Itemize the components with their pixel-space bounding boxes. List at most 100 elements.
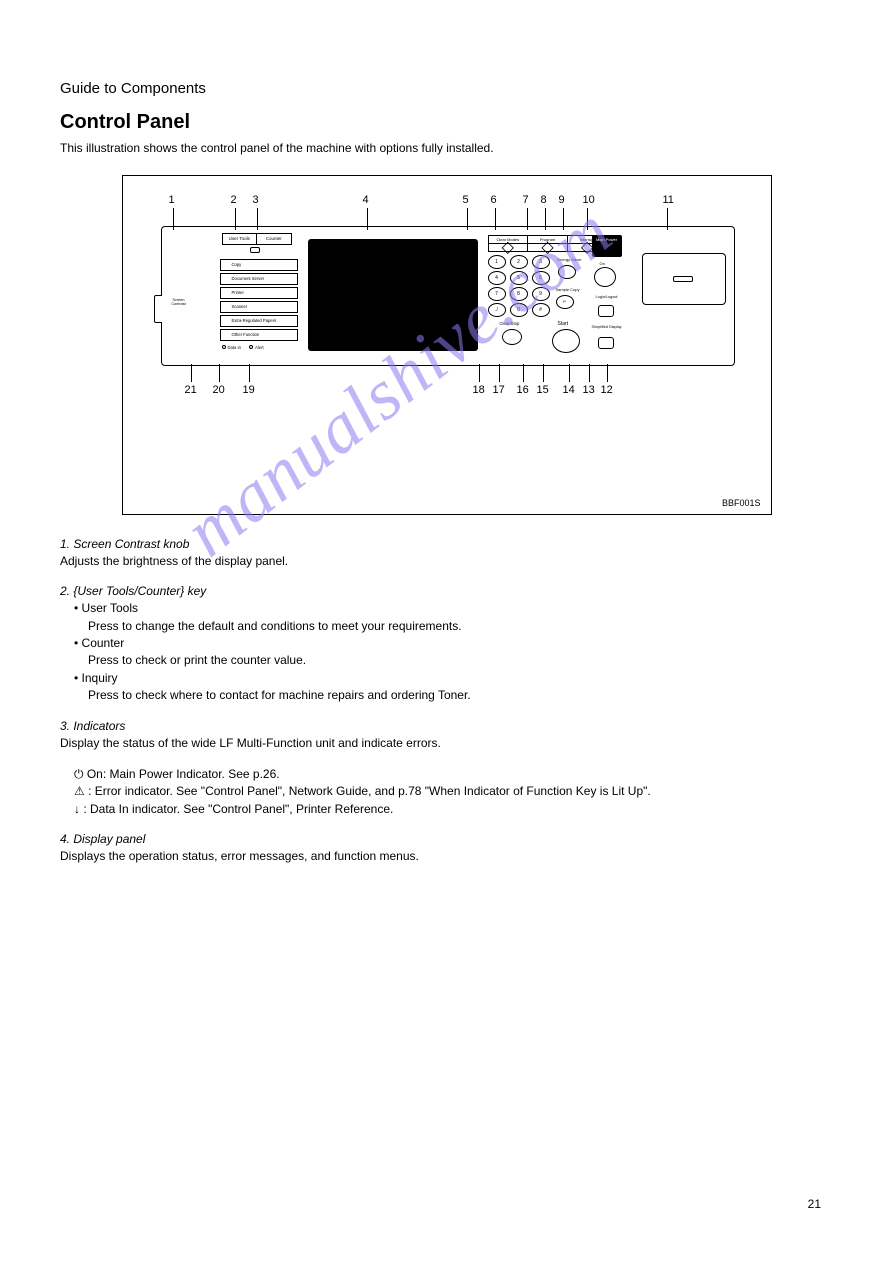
callout-4: 4 — [363, 194, 369, 206]
clear-modes-key: ◇ — [488, 244, 528, 252]
callout-line — [499, 364, 500, 382]
desc-item-body-line: • User Tools — [74, 600, 833, 617]
energy-saver-key — [558, 265, 576, 279]
top-key-row: ◇ ◇ ◇ — [488, 244, 608, 252]
function-key-label: Extra-Regulated Papers — [232, 318, 277, 323]
callout-line — [219, 364, 220, 382]
main-power-indicator: Main Power — [592, 235, 622, 257]
callout-14: 14 — [563, 384, 575, 396]
desc-item-head: 4. Display panel — [60, 832, 833, 846]
simplified-display-label: Simplified Display — [592, 325, 622, 329]
number-key-6: 6 — [532, 271, 550, 285]
login-logout-label: Login/Logout — [592, 295, 622, 299]
desc-item-body-line: • Inquiry — [74, 670, 833, 687]
function-key-5: Other Function — [220, 329, 298, 341]
callout-7: 7 — [523, 194, 529, 206]
section-header: Guide to Components — [60, 80, 833, 97]
desc-item-head: 3. Indicators — [60, 719, 833, 733]
energy-saver-label: Energy Saver — [558, 257, 582, 262]
callout-17: 17 — [493, 384, 505, 396]
callout-descriptions: 1. Screen Contrast knob Adjusts the brigh… — [60, 537, 833, 866]
function-key-label: Copy — [232, 262, 242, 267]
start-label: Start — [558, 321, 569, 327]
desc-item-body: Adjusts the brightness of the display pa… — [60, 553, 833, 570]
function-key-4: Extra-Regulated Papers — [220, 315, 298, 327]
status-row: Data In Alert — [222, 345, 264, 350]
callout-15: 15 — [537, 384, 549, 396]
function-key-label: Scanner — [232, 304, 248, 309]
desc-item: 1. Screen Contrast knob Adjusts the brigh… — [60, 537, 833, 570]
callout-13: 13 — [583, 384, 595, 396]
callout-2: 2 — [231, 194, 237, 206]
function-key-2: Printer — [220, 287, 298, 299]
user-tools-counter-row: User Tools Counter — [222, 233, 292, 245]
figure-id: BBF001S — [722, 498, 761, 508]
desc-item: 2. {User Tools/Counter} key• User ToolsP… — [60, 584, 833, 704]
callout-line — [543, 364, 544, 382]
function-key-3: Scanner — [220, 301, 298, 313]
desc-item-sub-line: ⚠ : Error indicator. See "Control Panel"… — [74, 783, 833, 800]
callout-5: 5 — [463, 194, 469, 206]
desc-item-sub-line: ⏻ On: Main Power Indicator. See p.26. — [74, 766, 833, 783]
printer-icon — [224, 290, 230, 296]
screen-contrast-label: Screen Contrast — [168, 299, 190, 307]
desc-item: 3. Indicators Display the status of the w… — [60, 719, 833, 752]
number-key-8: 8 — [510, 287, 528, 301]
simplified-display-key — [598, 337, 614, 349]
number-key-1: 1 — [488, 255, 506, 269]
number-key-#: # — [532, 303, 550, 317]
number-key-9: 9 — [532, 287, 550, 301]
callout-3: 3 — [253, 194, 259, 206]
number-key-5: 5 — [510, 271, 528, 285]
number-keys: 123456789./0# — [488, 255, 552, 317]
clear-stop-label: Clear/Stop — [500, 321, 520, 326]
control-panel-figure: 1234567891011 21201918171615141312 Scree… — [122, 175, 772, 515]
page-title: Control Panel — [60, 111, 833, 134]
paper-icon — [224, 318, 230, 324]
function-key-label: Other Function — [232, 332, 260, 337]
data-in-indicator: Data In — [222, 345, 242, 350]
on-label: On — [600, 261, 605, 266]
media-slot — [642, 253, 726, 305]
function-key-0: Copy — [220, 259, 298, 271]
other-icon — [224, 332, 230, 338]
desc-item-body-line: Press to check or print the counter valu… — [88, 652, 833, 669]
function-key-1: Document Server — [220, 273, 298, 285]
number-key-0: 0 — [510, 303, 528, 317]
number-key-2: 2 — [510, 255, 528, 269]
login-logout-key — [598, 305, 614, 317]
desc-item-body-line: • Counter — [74, 635, 833, 652]
program-key: ◇ — [527, 244, 567, 252]
callout-11: 11 — [663, 194, 674, 206]
desc-item-body: Display the status of the wide LF Multi-… — [60, 735, 833, 752]
callout-line — [479, 364, 480, 382]
number-key-7: 7 — [488, 287, 506, 301]
intro-text: This illustration shows the control pane… — [60, 140, 833, 157]
callout-line — [589, 364, 590, 382]
desc-item-body-line: Press to check where to contact for mach… — [88, 687, 833, 704]
function-key-column: Copy Document Server Printer Scanner Extra-R… — [220, 259, 298, 343]
display-panel — [308, 239, 478, 351]
counter-label: Counter — [257, 233, 292, 245]
callout-6: 6 — [491, 194, 497, 206]
callout-9: 9 — [559, 194, 565, 206]
sample-copy-key: P — [556, 295, 574, 309]
start-key — [552, 329, 580, 353]
copy-icon — [224, 262, 230, 268]
callout-1: 1 — [169, 194, 175, 206]
desc-item-sub: ⏻ On: Main Power Indicator. See p.26.⚠ :… — [74, 766, 833, 818]
media-slot-opening — [673, 276, 693, 282]
screen-contrast-knob — [154, 295, 162, 323]
doc-icon — [224, 276, 230, 282]
desc-item-head: 1. Screen Contrast knob — [60, 537, 833, 551]
user-tools-label: User Tools — [222, 233, 258, 245]
clear-stop-key — [502, 329, 522, 345]
callout-19: 19 — [243, 384, 255, 396]
callout-8: 8 — [541, 194, 547, 206]
callout-line — [569, 364, 570, 382]
desc-item: 4. Display panelDisplays the operation s… — [60, 832, 833, 865]
function-key-label: Document Server — [232, 276, 265, 281]
number-key-3: 3 — [532, 255, 550, 269]
page-number: 21 — [808, 1197, 821, 1211]
callout-12: 12 — [601, 384, 613, 396]
